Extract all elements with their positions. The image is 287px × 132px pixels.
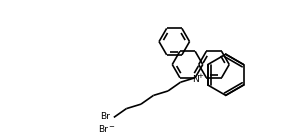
Text: Br: Br — [100, 112, 110, 121]
Text: +: + — [197, 73, 203, 79]
Text: N: N — [192, 75, 199, 84]
Text: Br: Br — [99, 125, 108, 132]
Text: −: − — [108, 124, 115, 130]
